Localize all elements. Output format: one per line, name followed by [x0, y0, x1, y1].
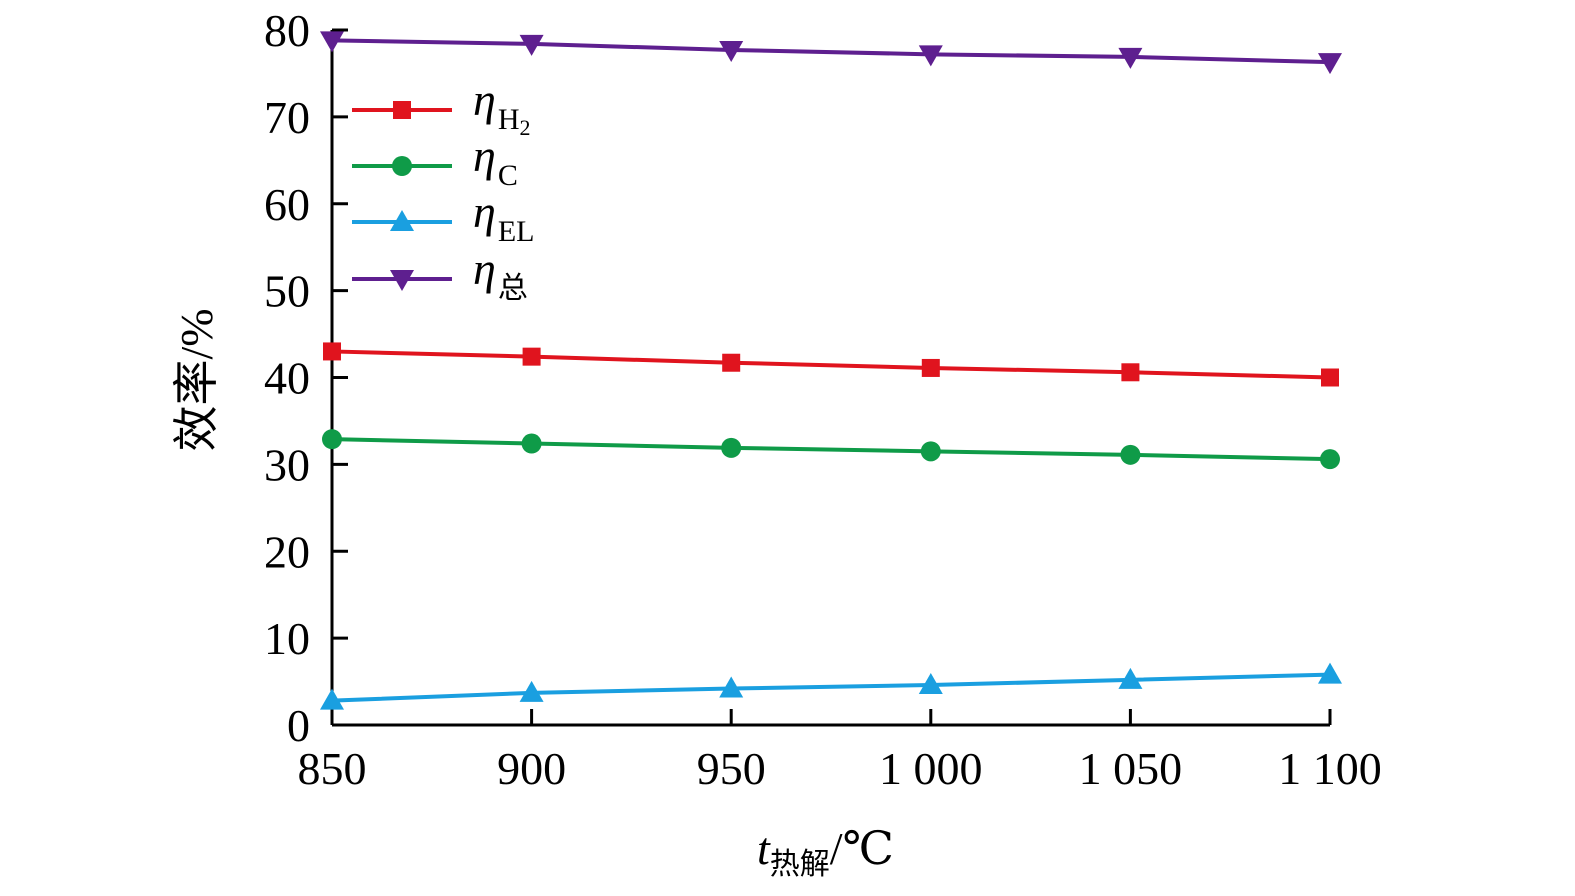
y-tick-label: 70 — [264, 92, 310, 143]
legend-entry-total: η总 — [352, 243, 528, 305]
x-tick-label: 900 — [497, 743, 566, 794]
data-point-c — [721, 437, 742, 458]
x-tick-label: 950 — [697, 743, 766, 794]
legend-label-total: η总 — [473, 243, 528, 305]
y-tick-label: 10 — [264, 613, 310, 664]
x-tick-label: 1 050 — [1079, 743, 1183, 794]
data-point-h2 — [921, 358, 940, 377]
data-point-el — [1318, 662, 1342, 684]
y-axis-title: 效率/% — [171, 308, 222, 451]
data-point-h2 — [1121, 363, 1140, 382]
data-point-el — [320, 688, 344, 710]
x-tick-label: 1 100 — [1278, 743, 1382, 794]
legend-marker-total — [390, 270, 414, 291]
legend-symbol: η — [473, 74, 496, 125]
legend-symbol: η — [473, 243, 496, 294]
series-total — [320, 31, 1342, 75]
series-line-h2 — [331, 349, 1331, 380]
legend-marker-h2 — [393, 101, 411, 119]
x-tick-label: 1 000 — [879, 743, 983, 794]
x-tick-label: 850 — [298, 743, 367, 794]
data-point-h2 — [722, 353, 741, 372]
series-el — [320, 662, 1342, 710]
x-axis-ticks: 850 900 950 1 000 1 050 1 100 — [298, 709, 1382, 794]
series-line-c — [331, 437, 1331, 462]
data-point-total — [1118, 47, 1143, 69]
series-layer — [320, 31, 1342, 710]
data-point-h2 — [522, 347, 541, 366]
x-axis-title-variable: t — [757, 823, 771, 874]
y-axis-ticks: 0 10 20 30 40 50 60 70 80 — [264, 5, 348, 751]
legend-symbol: η — [473, 130, 496, 181]
data-point-total — [719, 40, 744, 62]
legend-label-c: ηC — [473, 130, 518, 192]
data-point-c — [521, 433, 542, 454]
data-point-total — [918, 45, 943, 67]
data-point-el — [1118, 667, 1143, 689]
data-point-el — [918, 673, 943, 695]
y-tick-label: 40 — [264, 353, 310, 404]
y-tick-label: 80 — [264, 5, 310, 56]
series-line-el — [331, 672, 1331, 703]
data-point-el — [719, 676, 744, 698]
series-h2 — [323, 342, 1339, 387]
y-tick-label: 30 — [264, 439, 310, 490]
data-point-total — [320, 31, 344, 53]
legend-subscript: H — [498, 103, 520, 136]
data-point-h2 — [1321, 368, 1339, 387]
series-c — [322, 429, 1340, 470]
data-point-c — [1320, 449, 1340, 470]
y-tick-label: 50 — [264, 266, 310, 317]
legend-symbol: η — [473, 186, 496, 237]
legend-subscript: C — [498, 159, 518, 192]
data-point-h2 — [323, 342, 341, 361]
data-point-c — [920, 441, 941, 462]
x-axis-title: t热解/℃ — [757, 823, 894, 881]
legend-entry-c: ηC — [352, 130, 518, 192]
legend-subscript: EL — [498, 215, 535, 248]
data-point-c — [1120, 444, 1141, 465]
data-point-total — [519, 34, 544, 56]
legend-marker-el — [390, 210, 414, 231]
x-axis-title-unit: /℃ — [830, 823, 894, 874]
legend-entry-h2: ηH2 — [352, 74, 531, 140]
data-point-c — [322, 429, 342, 450]
series-line-total — [331, 38, 1331, 65]
legend-subscript: 总 — [498, 272, 528, 305]
legend-subscript-digit: 2 — [520, 115, 531, 140]
legend-label-h2: ηH2 — [473, 74, 531, 140]
legend-label-el: ηEL — [473, 186, 534, 248]
legend-marker-c — [392, 156, 412, 176]
y-tick-label: 0 — [287, 700, 310, 751]
y-tick-label: 60 — [264, 179, 310, 230]
y-tick-label: 20 — [264, 526, 310, 577]
x-axis-title-subscript: 热解 — [770, 848, 830, 881]
data-point-total — [1318, 53, 1342, 75]
data-point-el — [519, 680, 544, 702]
legend-entry-el: ηEL — [352, 186, 534, 248]
